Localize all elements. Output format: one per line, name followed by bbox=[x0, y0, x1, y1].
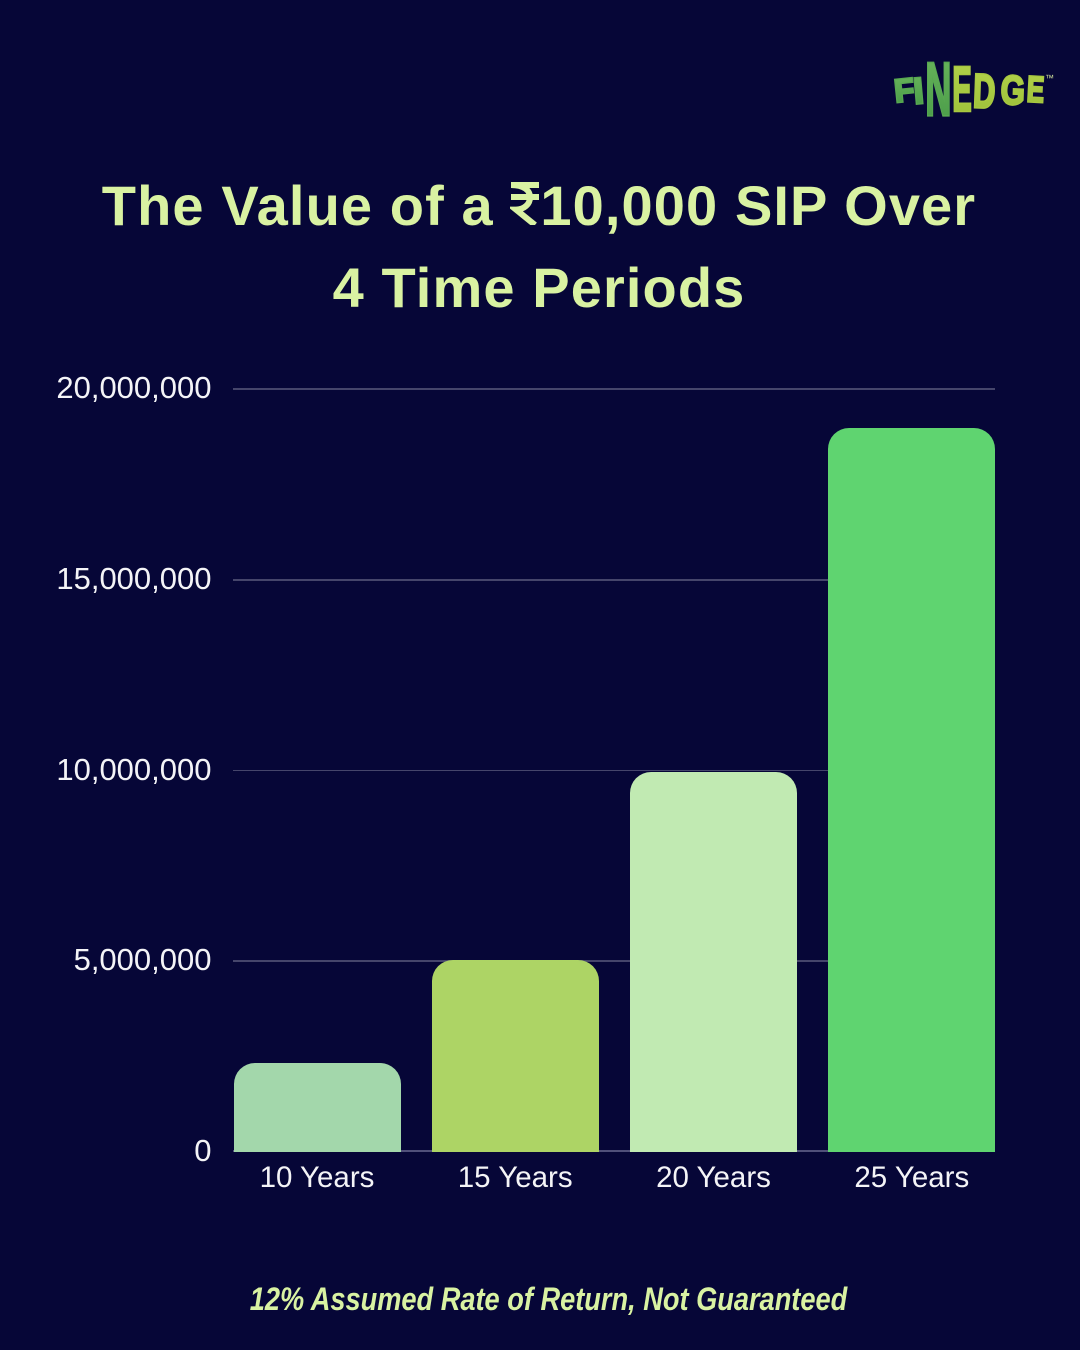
svg-text:E: E bbox=[1026, 68, 1045, 110]
svg-text:™: ™ bbox=[1045, 73, 1054, 83]
svg-text:G: G bbox=[1000, 67, 1026, 114]
svg-text:D: D bbox=[972, 65, 996, 118]
svg-text:N: N bbox=[925, 55, 951, 120]
svg-text:I: I bbox=[912, 70, 926, 112]
svg-text:E: E bbox=[952, 55, 972, 120]
